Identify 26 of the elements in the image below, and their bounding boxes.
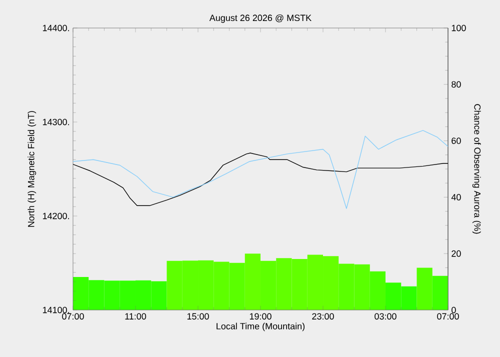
line-series <box>73 130 448 209</box>
y2-tick-label: 0 <box>452 306 456 314</box>
bar <box>416 268 432 310</box>
bar <box>432 276 448 310</box>
line-series <box>73 152 448 206</box>
y-tick-label: 14200. <box>42 212 69 220</box>
x-axis-title: Local Time (Mountain) <box>216 322 305 332</box>
x-tick-label: 07:00 <box>62 313 84 320</box>
y-tick-label: 14400. <box>42 24 69 32</box>
y-axis-title: North (H) Magnetic Field (nT) <box>28 111 36 227</box>
y2-axis-title: Chance of Observing Aurora (%) <box>472 104 481 234</box>
bar <box>370 271 386 310</box>
y2-tick-label: 40 <box>451 194 461 200</box>
y2-tick-label: 20 <box>452 250 461 257</box>
y2-tick-label: 60 <box>452 138 461 144</box>
y2-tick-label: 100 <box>452 24 466 32</box>
y2-tick-label: 80 <box>452 81 461 88</box>
x-tick-label: 19:00 <box>250 313 272 320</box>
y-tick-label: 14300. <box>42 118 69 126</box>
x-tick-label: 15:00 <box>187 313 209 320</box>
x-tick-label: 11:00 <box>125 313 146 320</box>
x-tick-label: 03:00 <box>374 313 396 320</box>
x-tick-label: 23:00 <box>312 313 334 320</box>
x-tick-label: 07:00 <box>437 313 459 320</box>
chart-title: August 26 2026 @ MSTK <box>209 14 312 23</box>
y-tick-label: 14100. <box>42 306 69 314</box>
